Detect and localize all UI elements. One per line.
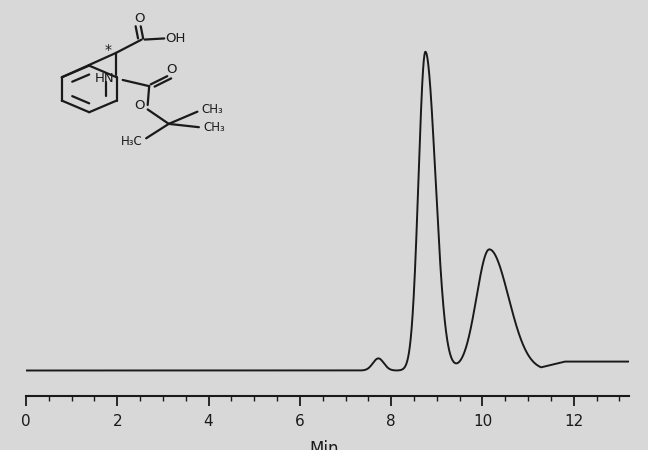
X-axis label: Min.: Min.	[310, 440, 345, 450]
